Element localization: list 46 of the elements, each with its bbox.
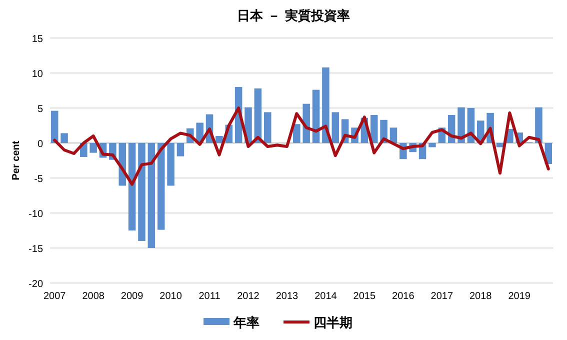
- bar: [332, 112, 340, 143]
- bar: [264, 112, 272, 143]
- bar: [390, 128, 398, 143]
- bar: [148, 143, 156, 248]
- x-tick-label: 2014: [314, 291, 338, 302]
- y-tick-label: -20: [28, 279, 44, 290]
- bar: [128, 143, 136, 230]
- line-series: [53, 106, 550, 186]
- y-axis-title: Per cent: [11, 140, 22, 180]
- x-tick-label: 2019: [508, 291, 531, 302]
- y-tick-label: 10: [32, 69, 44, 80]
- y-tick-label: -15: [28, 244, 44, 255]
- x-tick-label: 2009: [120, 291, 144, 302]
- x-tick-label: 2012: [237, 291, 260, 302]
- x-tick-label: 2013: [276, 291, 299, 302]
- bar: [216, 136, 223, 143]
- legend-label: 四半期: [314, 316, 352, 331]
- bar: [157, 143, 165, 230]
- x-tick-label: 2007: [43, 291, 66, 302]
- bar: [293, 124, 300, 143]
- bar: [50, 110, 58, 143]
- bar: [176, 143, 184, 156]
- y-tick-label: 0: [37, 139, 44, 150]
- x-tick-label: 2015: [353, 291, 376, 302]
- y-tick-label: -10: [28, 209, 44, 220]
- bar: [322, 67, 330, 143]
- x-tick-label: 2008: [82, 291, 105, 302]
- x-tick-label: 2010: [160, 291, 182, 302]
- y-tick-label: 5: [37, 104, 44, 115]
- x-tick-label: 2018: [470, 291, 492, 302]
- bar: [458, 107, 465, 143]
- chart-title: 日本 － 実質投資率: [236, 8, 350, 24]
- x-tick-label: 2016: [392, 291, 415, 302]
- bar: [60, 133, 68, 143]
- bar: [167, 143, 174, 186]
- bar: [312, 90, 320, 143]
- legend-label: 年率: [232, 315, 260, 331]
- y-tick-label: 15: [32, 34, 44, 45]
- bar: [428, 143, 436, 148]
- y-tick-label: -5: [34, 174, 44, 185]
- x-tick-label: 2017: [430, 291, 454, 302]
- bar: [90, 143, 97, 153]
- bar: [138, 143, 146, 241]
- bar: [370, 115, 378, 143]
- x-tick-label: 2011: [198, 291, 221, 302]
- bar: [535, 107, 542, 143]
